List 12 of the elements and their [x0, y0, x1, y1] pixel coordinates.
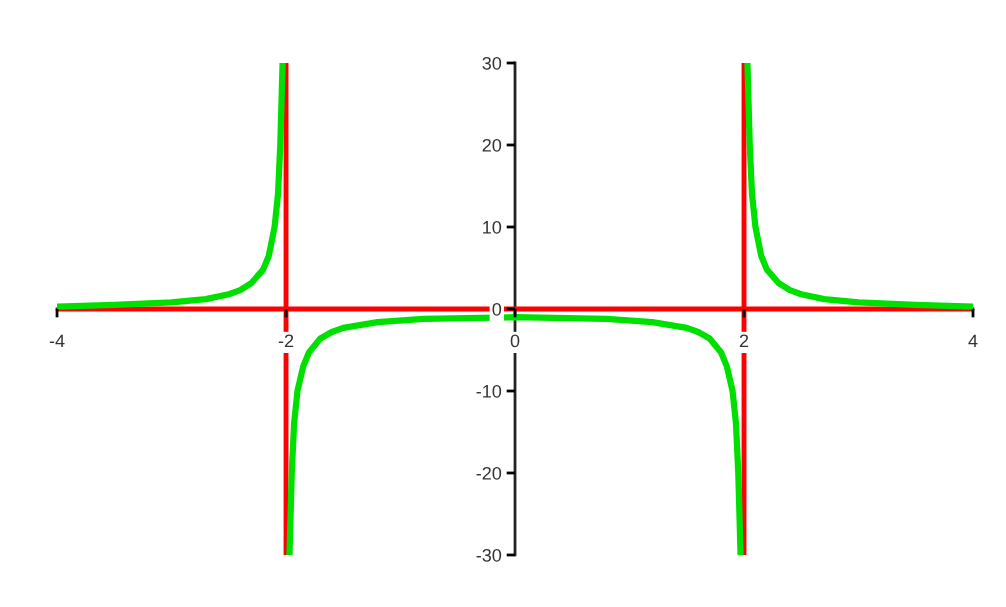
x-tick-label: 2	[739, 334, 749, 348]
y-tick-label: 20	[482, 138, 502, 152]
y-tick-label: -30	[476, 548, 502, 562]
x-tick-label: -2	[278, 334, 294, 348]
x-tick-label: 0	[510, 334, 520, 348]
y-tick-label: 10	[483, 220, 502, 234]
x-tick-label: -4	[49, 334, 65, 348]
x-tick-label: 4	[968, 334, 978, 348]
y-tick-label: -20	[476, 466, 502, 480]
y-tick-label: 0	[492, 302, 502, 316]
y-tick-label: 30	[482, 56, 502, 70]
y-tick-label: -10	[476, 384, 502, 398]
